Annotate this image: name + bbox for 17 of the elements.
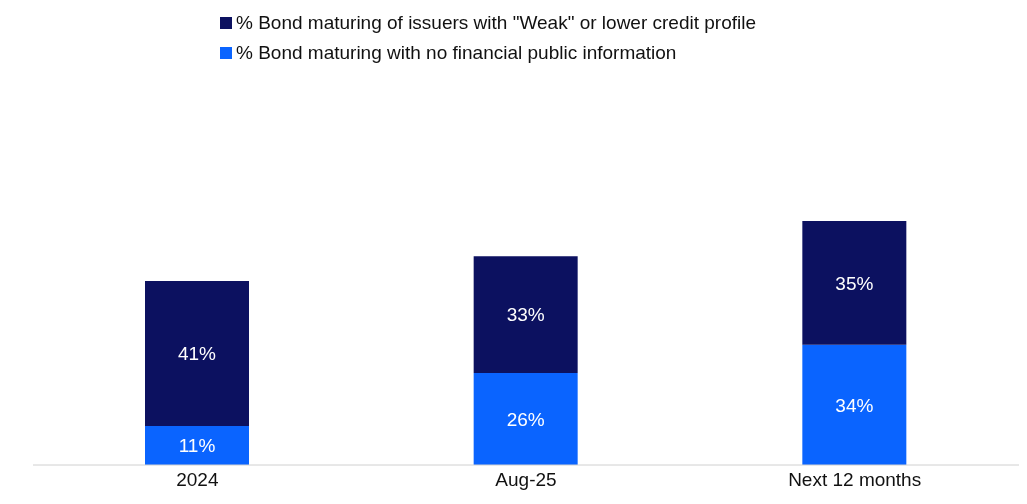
data-label: 11% — [178, 435, 216, 457]
bar — [145, 426, 249, 465]
data-label: 35% — [835, 272, 874, 294]
bar — [802, 344, 907, 465]
bar — [145, 281, 249, 427]
data-label: 34% — [835, 394, 874, 416]
bar — [473, 256, 578, 374]
bar — [802, 221, 907, 345]
data-label: 33% — [506, 304, 545, 326]
x-tick-label: Aug-25 — [495, 469, 557, 491]
legend-label: % Bond maturing with no financial public information — [236, 42, 677, 64]
x-tick-label: Next 12 months — [788, 469, 922, 491]
x-tick-label: 2024 — [176, 469, 219, 491]
bar — [473, 373, 578, 465]
legend-label: % Bond maturing of issuers with "Weak" or lower credit profile — [236, 12, 757, 34]
data-label: 26% — [506, 408, 545, 430]
data-label: 41% — [177, 343, 217, 365]
